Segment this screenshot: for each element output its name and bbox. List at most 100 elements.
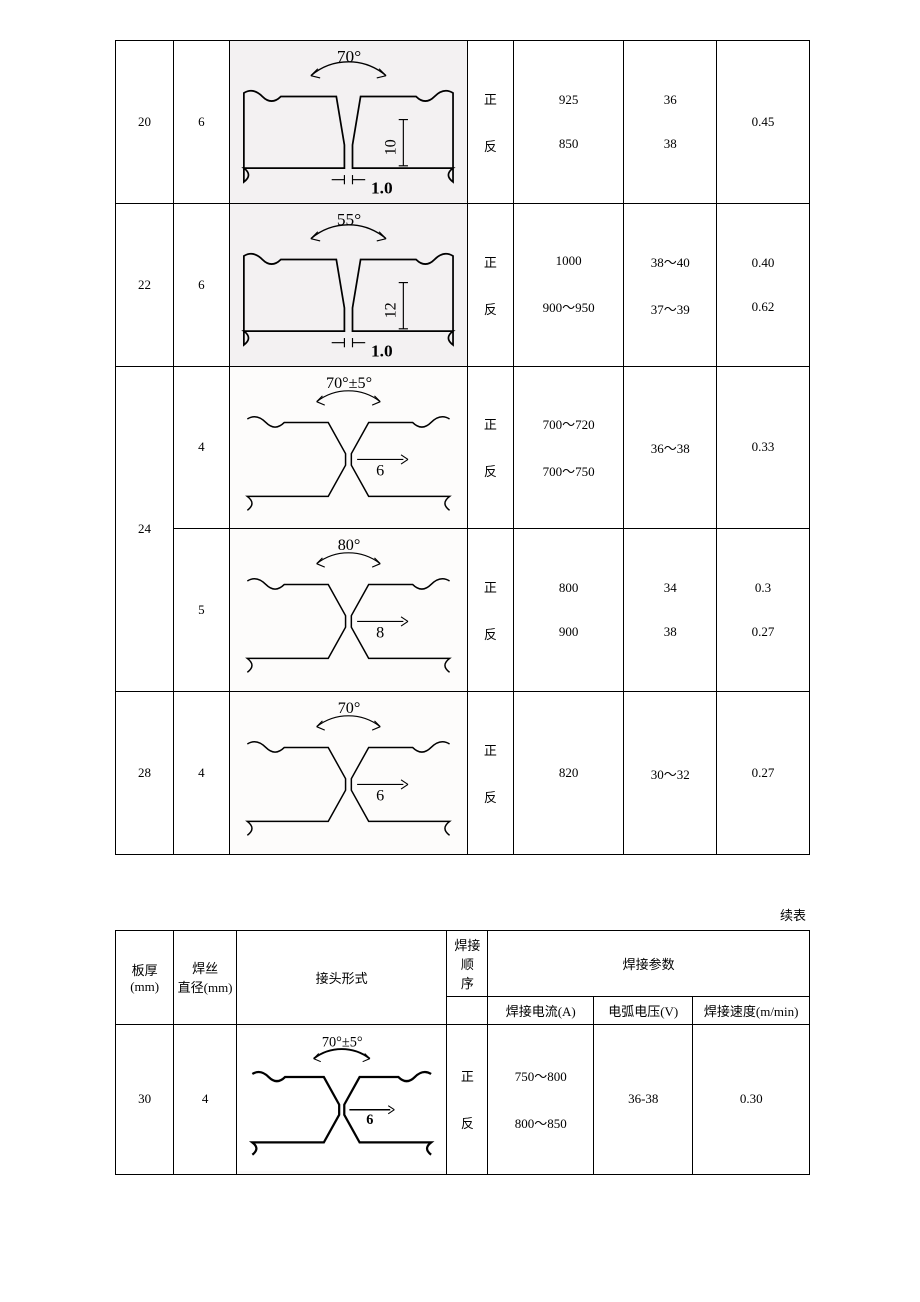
- back-current: 700～750: [516, 461, 621, 480]
- svg-text:70°: 70°: [337, 700, 360, 717]
- back-current: 900～950: [516, 297, 621, 316]
- front-current: 750～800: [490, 1066, 591, 1085]
- svg-text:6: 6: [366, 1112, 373, 1128]
- current-col: 700～720 700～750: [514, 366, 624, 529]
- table-row: 304 70°±5° 6 正反750～800800～85036-380.30: [116, 1024, 810, 1174]
- back-voltage: 38: [626, 624, 714, 640]
- col-current: 焊接电流(A): [488, 996, 594, 1024]
- plate-thickness: 30: [116, 1024, 174, 1174]
- front-voltage: 34: [626, 580, 714, 596]
- speed-merged: 0.45: [717, 41, 810, 204]
- welding-params-table-1: 206 70° 10 1.0 正反92585036380.45226 55° 1…: [115, 40, 810, 855]
- weld-sequence: 正反: [467, 366, 513, 529]
- back-voltage: 37～39: [626, 299, 714, 318]
- plate-thickness: 28: [116, 692, 174, 855]
- front-label: 正: [449, 1066, 485, 1085]
- current-col: 1000 900～950: [514, 203, 624, 366]
- back-label: 反: [470, 461, 511, 480]
- speed-merged: 0.33: [717, 366, 810, 529]
- wire-diameter: 4: [174, 692, 230, 855]
- weld-sequence: 正反: [467, 692, 513, 855]
- svg-text:70°±5°: 70°±5°: [322, 1034, 363, 1050]
- front-current: 800: [516, 580, 621, 596]
- back-voltage: 38: [626, 136, 714, 152]
- joint-diagram: 55° 12 1.0: [229, 203, 467, 366]
- col-wire: 焊丝直径(mm): [174, 930, 237, 1024]
- current-col: 750～800 800～850: [488, 1024, 594, 1174]
- front-current: 700～720: [516, 414, 621, 433]
- wire-diameter: 6: [174, 203, 230, 366]
- current-col: 800 900: [514, 529, 624, 692]
- front-label: 正: [470, 89, 511, 108]
- back-current: 800～850: [490, 1113, 591, 1132]
- table-row: 5 80° 8 正反80090034380.30.27: [116, 529, 810, 692]
- weld-sequence: 正反: [467, 529, 513, 692]
- joint-diagram: 80° 8: [229, 529, 467, 692]
- front-label: 正: [470, 414, 511, 433]
- voltage-col: 38～40 37～39: [624, 203, 717, 366]
- header-row: 板厚(mm)焊丝直径(mm)接头形式焊接顺序焊接参数: [116, 930, 810, 996]
- plate-thickness: 22: [116, 203, 174, 366]
- current-merged: 820: [514, 692, 624, 855]
- wire-diameter: 6: [174, 41, 230, 204]
- voltage-merged: 30～32: [624, 692, 717, 855]
- svg-text:10: 10: [382, 139, 399, 155]
- plate-thickness: 20: [116, 41, 174, 204]
- front-voltage: 38～40: [626, 252, 714, 271]
- wire-diameter: 5: [174, 529, 230, 692]
- joint-diagram: 70° 10 1.0: [229, 41, 467, 204]
- front-current: 1000: [516, 253, 621, 269]
- continued-label: 续表: [115, 905, 806, 924]
- wire-diameter: 4: [174, 1024, 237, 1174]
- weld-sequence: 正反: [467, 203, 513, 366]
- col-thickness: 板厚(mm): [116, 930, 174, 1024]
- back-label: 反: [470, 624, 511, 643]
- back-label: 反: [470, 299, 511, 318]
- back-speed: 0.27: [719, 624, 807, 640]
- voltage-col: 34 38: [624, 529, 717, 692]
- wire-diameter: 4: [174, 366, 230, 529]
- col-sequence: 焊接顺序: [447, 930, 488, 996]
- back-current: 850: [516, 136, 621, 152]
- svg-text:8: 8: [376, 625, 384, 642]
- col-joint: 接头形式: [236, 930, 446, 1024]
- front-voltage: 36: [626, 92, 714, 108]
- speed-col: 0.40 0.62: [717, 203, 810, 366]
- back-label: 反: [470, 787, 511, 806]
- front-speed: 0.40: [719, 255, 807, 271]
- svg-text:1.0: 1.0: [371, 179, 393, 198]
- joint-diagram: 70° 6: [229, 692, 467, 855]
- voltage-col: 36 38: [624, 41, 717, 204]
- col-seq-blank: [447, 996, 488, 1024]
- front-speed: 0.3: [719, 580, 807, 596]
- table-row: 244 70°±5° 6 正反700～720700～75036～380.33: [116, 366, 810, 529]
- weld-sequence: 正反: [467, 41, 513, 204]
- col-speed: 焊接速度(m/min): [693, 996, 810, 1024]
- front-current: 925: [516, 92, 621, 108]
- joint-diagram: 70°±5° 6: [229, 366, 467, 529]
- back-label: 反: [449, 1113, 485, 1132]
- speed-col: 0.3 0.27: [717, 529, 810, 692]
- table-row: 206 70° 10 1.0 正反92585036380.45: [116, 41, 810, 204]
- back-label: 反: [470, 136, 511, 155]
- table-row: 226 55° 12 1.0 正反1000900～95038～4037～390.…: [116, 203, 810, 366]
- svg-text:12: 12: [382, 302, 399, 318]
- back-current: 900: [516, 624, 621, 640]
- svg-text:1.0: 1.0: [371, 341, 393, 360]
- back-speed: 0.62: [719, 299, 807, 315]
- svg-text:6: 6: [376, 462, 384, 479]
- col-voltage: 电弧电压(V): [594, 996, 693, 1024]
- front-label: 正: [470, 740, 511, 759]
- speed-merged: 0.30: [693, 1024, 810, 1174]
- front-label: 正: [470, 252, 511, 271]
- joint-diagram: 70°±5° 6: [236, 1024, 446, 1174]
- weld-sequence: 正反: [447, 1024, 488, 1174]
- speed-merged: 0.27: [717, 692, 810, 855]
- welding-params-table-2: 板厚(mm)焊丝直径(mm)接头形式焊接顺序焊接参数焊接电流(A)电弧电压(V)…: [115, 930, 810, 1175]
- table-row: 284 70° 6 正反82030～320.27: [116, 692, 810, 855]
- voltage-merged: 36～38: [624, 366, 717, 529]
- voltage-merged: 36-38: [594, 1024, 693, 1174]
- col-params: 焊接参数: [488, 930, 810, 996]
- front-label: 正: [470, 577, 511, 596]
- svg-text:80°: 80°: [337, 537, 360, 554]
